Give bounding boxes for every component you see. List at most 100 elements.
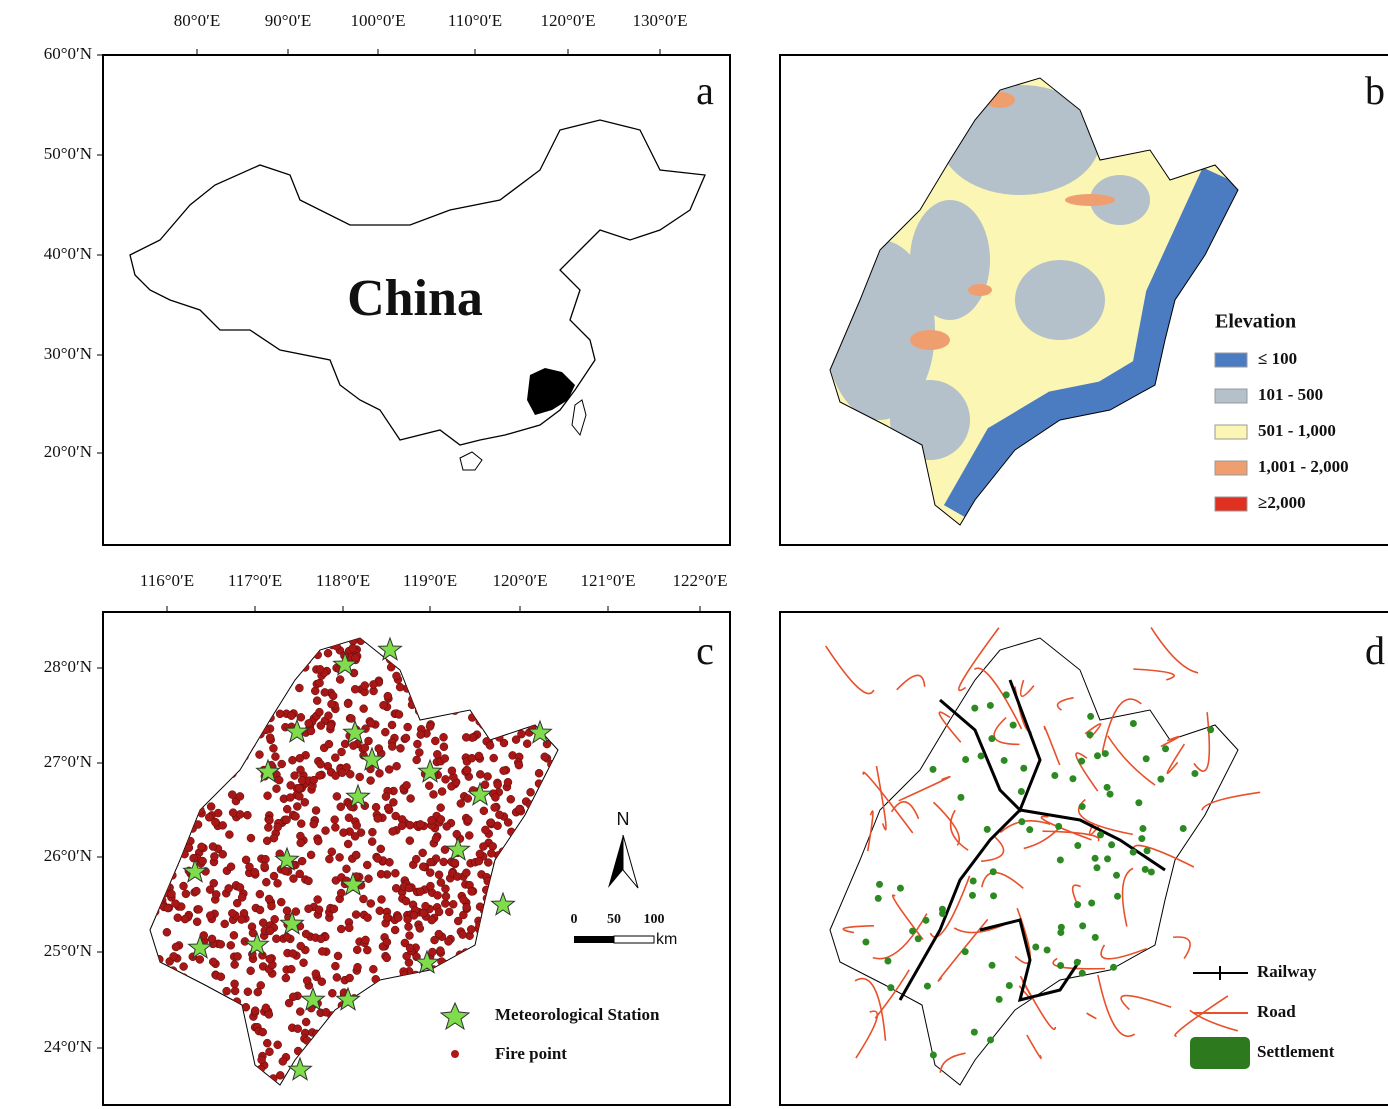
north-label: N <box>617 809 630 829</box>
fire-point <box>506 983 514 991</box>
fire-point <box>222 735 230 743</box>
fire-point <box>434 666 442 674</box>
fire-point <box>164 904 172 912</box>
fire-point <box>544 1033 552 1041</box>
fire-point <box>274 656 282 664</box>
fire-point <box>217 1021 225 1029</box>
fire-point <box>524 1035 532 1043</box>
fire-point <box>422 709 430 717</box>
fire-point <box>507 933 515 941</box>
fire-point <box>482 714 490 722</box>
fire-point <box>410 1041 418 1049</box>
fire-point <box>262 726 270 734</box>
fire-point <box>431 633 439 641</box>
settlement <box>1079 970 1086 977</box>
fire-point <box>271 915 279 923</box>
settlement <box>971 1029 978 1036</box>
settlement <box>984 826 991 833</box>
fire-point <box>231 1062 239 1070</box>
fire-point <box>549 671 557 679</box>
settlement <box>924 983 931 990</box>
fire-point <box>337 889 345 897</box>
fire-point <box>323 1048 331 1056</box>
fire-point <box>466 964 474 972</box>
fire-point <box>501 637 509 645</box>
fire-point <box>160 876 168 884</box>
fire-point <box>212 1027 220 1035</box>
legend-swatch <box>1215 461 1247 475</box>
fire-point <box>435 871 443 879</box>
fire-point <box>344 700 352 708</box>
fire-point <box>173 660 181 668</box>
fire-point <box>349 742 357 750</box>
fire-point <box>481 1071 489 1079</box>
fire-point <box>303 977 311 985</box>
fire-point <box>514 863 522 871</box>
fire-point <box>181 640 189 648</box>
fire-point <box>160 680 168 688</box>
road <box>1133 669 1174 680</box>
fire-point <box>451 663 459 671</box>
fire-point <box>441 754 449 762</box>
fire-point <box>186 1026 194 1034</box>
fire-point <box>178 798 186 806</box>
fire-point <box>191 650 199 658</box>
fire-point <box>202 683 210 691</box>
fire-point <box>524 973 532 981</box>
fire-point <box>192 996 200 1004</box>
fire-point <box>457 800 465 808</box>
fire-point <box>495 873 503 881</box>
fire-point <box>153 724 161 732</box>
fire-point <box>238 893 246 901</box>
fire-point <box>421 996 429 1004</box>
fire-point <box>247 692 255 700</box>
settlement <box>1026 826 1033 833</box>
fire-point <box>154 815 162 823</box>
fire-point <box>203 1021 211 1029</box>
fire-point <box>267 714 275 722</box>
fire-point <box>157 885 165 893</box>
fire-point <box>385 765 393 773</box>
fire-point <box>436 655 444 663</box>
fire-point <box>209 996 217 1004</box>
fire-point <box>460 996 468 1004</box>
fire-point <box>371 990 379 998</box>
fire-point <box>526 987 534 995</box>
fire-point <box>208 730 216 738</box>
fire-point <box>150 741 158 749</box>
fire-point <box>185 844 193 852</box>
fire-point <box>499 699 507 707</box>
fire-point <box>183 814 191 822</box>
fire-point <box>207 803 215 811</box>
fire-point <box>259 650 267 658</box>
fire-point <box>443 1067 451 1075</box>
fire-point <box>228 711 236 719</box>
scale-label: 0 <box>571 912 578 927</box>
fire-point <box>382 793 390 801</box>
fire-point <box>394 914 402 922</box>
fire-point <box>481 1065 489 1073</box>
fire-point <box>482 945 490 953</box>
fire-point <box>317 935 325 943</box>
fire-point <box>422 661 430 669</box>
fire-point <box>318 947 326 955</box>
fire-point <box>486 741 494 749</box>
fire-point <box>419 909 427 917</box>
fire-point <box>442 659 450 667</box>
fire-point <box>168 871 176 879</box>
fire-point <box>517 730 525 738</box>
y-tick-label: 26°0′N <box>44 846 92 865</box>
fire-point <box>387 663 395 671</box>
fire-point <box>400 1057 408 1065</box>
fire-point <box>189 797 197 805</box>
fire-point <box>384 692 392 700</box>
settlement <box>1114 893 1121 900</box>
fire-point <box>531 716 539 724</box>
fire-point <box>459 931 467 939</box>
fire-point <box>226 690 234 698</box>
fire-point <box>265 648 273 656</box>
fire-point <box>542 656 550 664</box>
fire-point <box>199 857 207 865</box>
fire-point <box>521 936 529 944</box>
x-tick-label: 121°0′E <box>581 571 636 590</box>
